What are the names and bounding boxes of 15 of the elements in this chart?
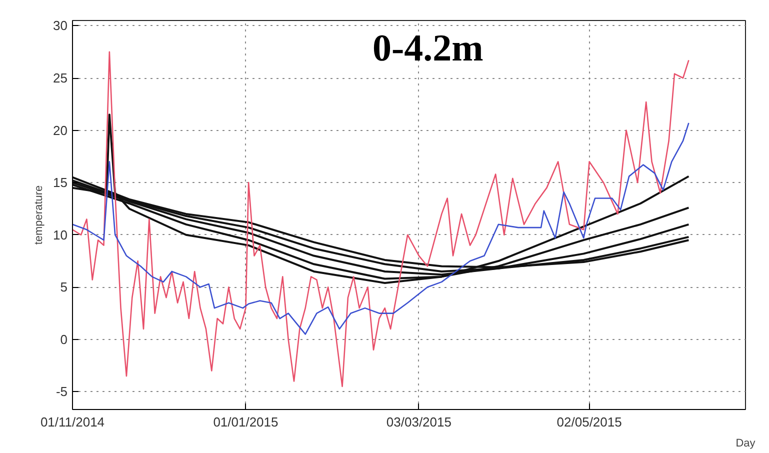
- y-axis-title: temperature: [33, 185, 46, 245]
- y-tick-label: 10: [53, 227, 68, 242]
- y-tick-label: 20: [53, 122, 68, 138]
- y-tick-label: 5: [60, 280, 68, 295]
- y-tick-label: 30: [53, 18, 68, 34]
- x-tick-label: 03/03/2015: [386, 414, 452, 430]
- y-tick-label: 25: [53, 70, 68, 86]
- x-tick-label: 02/05/2015: [556, 414, 622, 430]
- y-tick-label: -5: [56, 384, 68, 400]
- x-tick-label: 01/11/2014: [40, 414, 105, 430]
- x-axis-title: Day: [736, 438, 756, 450]
- x-tick-label: 01/01/2015: [213, 414, 278, 430]
- y-tick-label: 15: [53, 175, 68, 190]
- annotation: 0-4.2m: [372, 28, 484, 70]
- y-tick-label: 0: [60, 332, 68, 347]
